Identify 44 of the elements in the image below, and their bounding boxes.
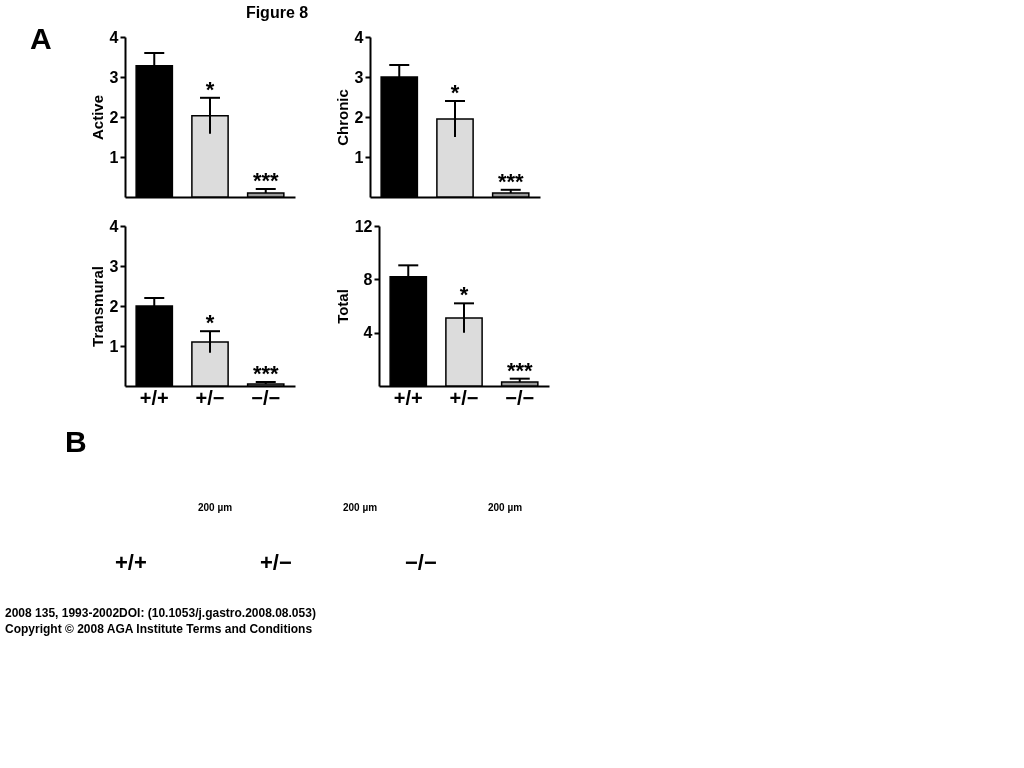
y-tick-label: 2: [354, 108, 364, 126]
annotation: ***: [252, 361, 280, 386]
y-axis-title: Active: [88, 94, 106, 141]
annotation: ***: [497, 168, 525, 194]
y-tick-label: 4: [354, 28, 364, 46]
annotation: *: [459, 282, 469, 308]
annotation: *: [205, 76, 215, 102]
y-tick-label: 8: [363, 270, 373, 288]
text: 200 µm: [197, 502, 233, 513]
x-tick-label: +/−: [195, 386, 225, 409]
text: 2008 135, 1993-2002DOI: (10.1053/j.gastro.2008.08.053): [5, 606, 316, 620]
y-tick-label: 3: [109, 257, 119, 275]
text: 200 µm: [487, 502, 523, 513]
y-tick-label: 12: [354, 217, 373, 235]
y-axis-title: Chronic: [333, 89, 351, 146]
y-tick-label: 2: [109, 108, 119, 126]
y-axis-title: Transmural: [88, 266, 106, 347]
annotation: ***: [506, 357, 534, 383]
y-tick-label: 4: [109, 28, 119, 46]
y-tick-label: 1: [109, 148, 119, 166]
y-tick-label: 4: [109, 217, 119, 235]
text: A: [30, 22, 52, 55]
y-tick-label: 4: [363, 324, 373, 342]
y-tick-label: 3: [354, 68, 364, 86]
x-tick-label: +/+: [393, 386, 423, 409]
text: 200 µm: [342, 502, 378, 513]
y-tick-label: 3: [109, 68, 119, 86]
annotation: *: [450, 80, 460, 105]
x-tick-label: −/−: [251, 386, 281, 409]
annotation: *: [205, 310, 215, 336]
x-tick-label: +/+: [139, 386, 169, 409]
y-tick-label: 2: [109, 297, 119, 315]
x-tick-label: +/−: [449, 386, 479, 409]
annotation: ***: [252, 168, 280, 193]
x-tick-label: −/−: [505, 386, 535, 409]
y-axis-title: Total: [333, 289, 351, 324]
text: B: [65, 425, 87, 458]
y-tick-label: 1: [109, 337, 119, 355]
text: −/−: [405, 550, 437, 575]
text: +/−: [260, 550, 292, 575]
y-tick-label: 1: [354, 148, 364, 166]
text: Copyright © 2008 AGA Institute Terms and Conditions: [5, 622, 313, 636]
text: +/+: [115, 550, 147, 575]
chart-title: Figure 8: [245, 4, 309, 21]
